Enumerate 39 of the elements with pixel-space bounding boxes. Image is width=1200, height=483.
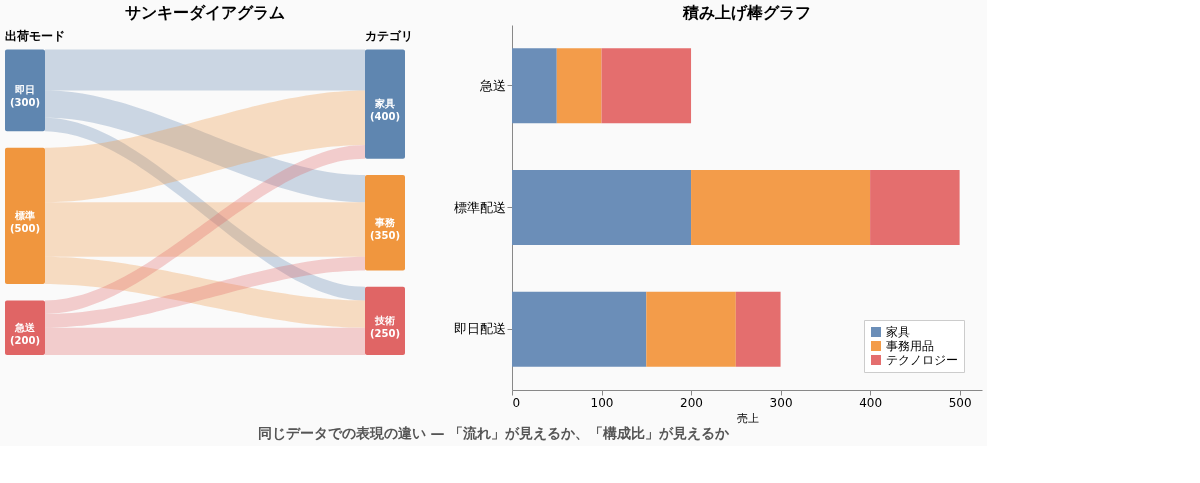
legend-label: 家具: [886, 325, 910, 339]
category-label: 事務: [374, 216, 396, 228]
bar: [601, 48, 692, 124]
x-tick-label: 100: [590, 395, 614, 410]
bar: [646, 291, 736, 367]
data-label: (500): [9, 222, 41, 234]
bar: [512, 291, 647, 367]
legend-label: 事務用品: [886, 339, 934, 353]
data-label: (300): [9, 97, 41, 109]
y-tick-label: 標準配送: [453, 199, 506, 215]
x-tick-label: 500: [948, 395, 972, 410]
bar: [512, 48, 557, 124]
bar: [735, 291, 781, 367]
category-label: 家具: [374, 98, 395, 110]
text: サンキーダイアグラム: [125, 3, 285, 22]
chart-title: 積み上げ棒グラフ: [682, 3, 811, 22]
data-label: (250): [369, 327, 401, 339]
data-label: (200): [9, 334, 41, 346]
bar: [556, 48, 602, 124]
bar: [512, 170, 692, 245]
x-tick-label: 200: [680, 395, 703, 410]
text: カテゴリ: [365, 28, 413, 43]
legend-label: テクノロジー: [886, 353, 958, 367]
category-label: 標準: [14, 209, 35, 221]
x-tick-label: 400: [859, 395, 883, 410]
data-label: (400): [369, 111, 401, 123]
category-label: 即日: [15, 84, 35, 96]
x-tick-label: 0: [512, 395, 521, 410]
category-label: 急送: [14, 321, 36, 333]
bar: [691, 170, 871, 245]
x-tick-label: 300: [769, 395, 793, 410]
category-label: 技術: [374, 314, 395, 326]
text: 同じデータでの表現の違い — 「流れ」が見えるか、「構成比」が見えるか: [257, 425, 731, 441]
x-axis-title: 売上: [736, 411, 759, 425]
y-tick-label: 即日配送: [453, 321, 506, 337]
bar: [870, 170, 960, 245]
y-tick-label: 急送: [478, 77, 506, 93]
data-label: (350): [369, 229, 401, 241]
text: 出荷モード: [5, 28, 65, 43]
